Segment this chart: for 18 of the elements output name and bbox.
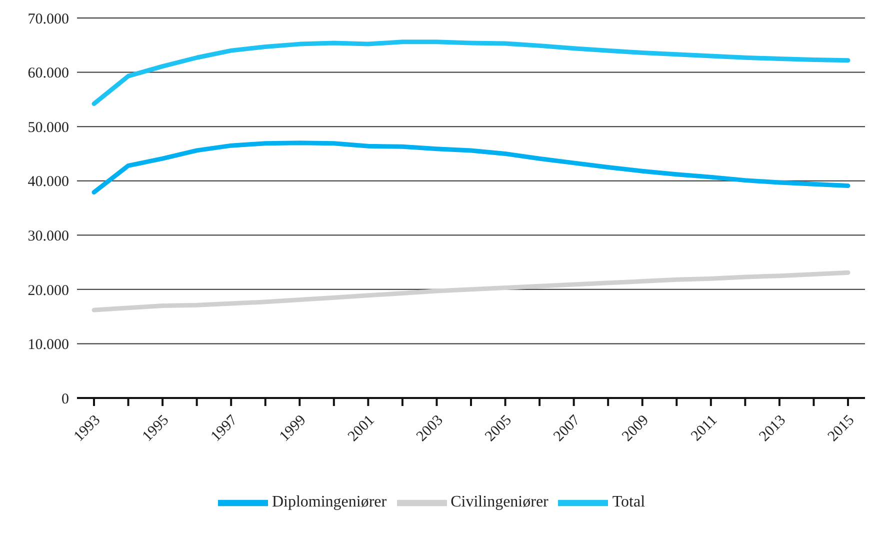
y-tick-label: 20.000 [28,282,69,299]
x-tick-label: 2001 [345,412,378,445]
y-tick-label: 10.000 [28,337,69,354]
y-tick-label: 50.000 [28,120,69,136]
x-tick-label: 1993 [71,412,104,445]
legend-label: Total [612,494,646,511]
x-tick-label: 1999 [276,412,310,445]
y-tick-label: 60.000 [28,66,69,82]
y-tick-label: 0 [62,391,69,408]
y-tick-label: 30.000 [28,228,69,244]
legend-label: Civilingeniører [450,494,548,511]
y-tick-label: 40.000 [28,174,69,190]
line-series [92,270,850,312]
y-tick-label: 70.000 [28,11,69,28]
x-tick-label: 2011 [688,412,721,444]
line-series [92,40,850,106]
legend-label: Diplomingeniører [272,494,387,511]
line-series [92,140,850,195]
